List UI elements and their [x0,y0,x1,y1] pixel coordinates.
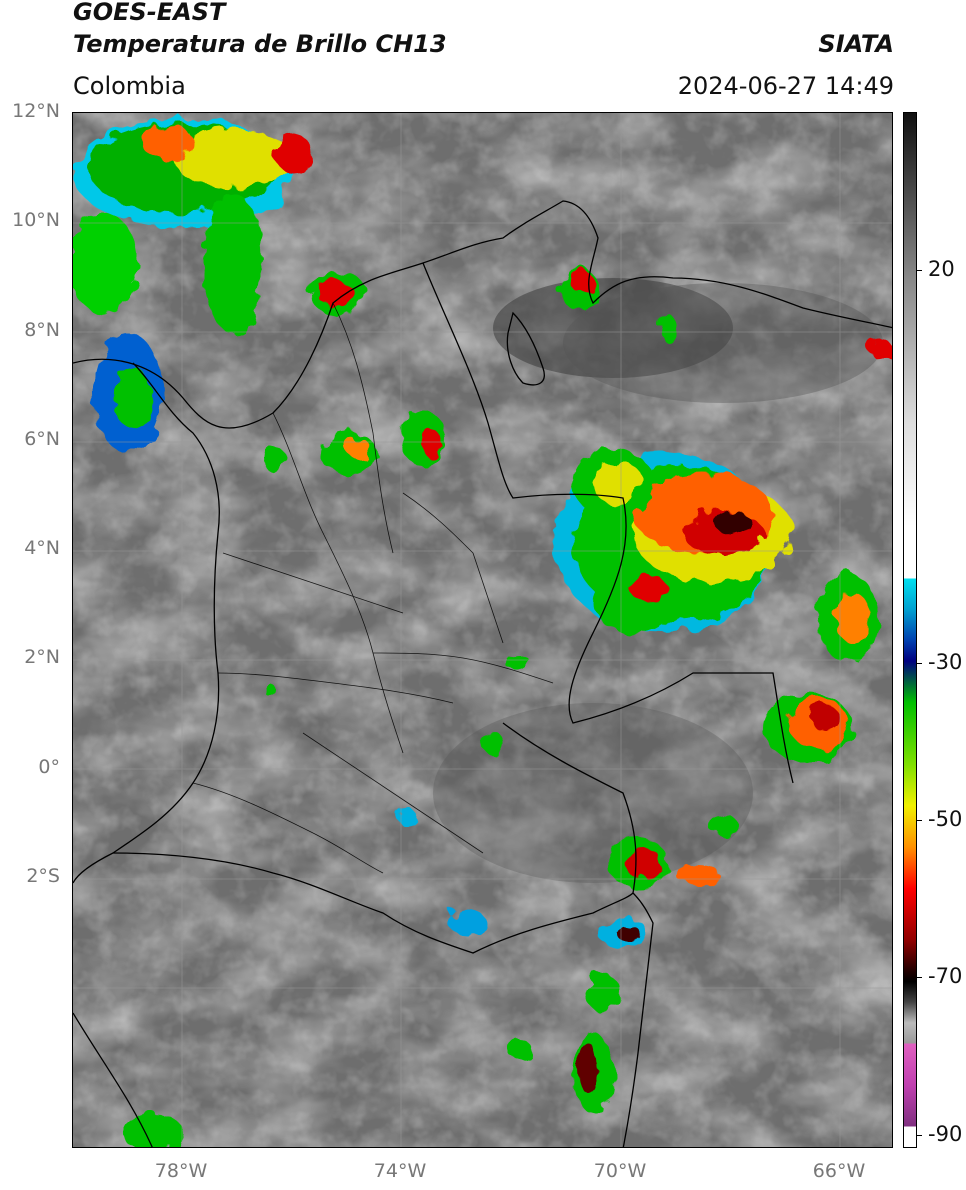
storm-caribbean-nw [73,118,311,333]
storm-scattered [262,268,892,835]
colorbar-label-minus50: -50 [928,807,963,831]
storm-magdalena [310,271,366,315]
lat-label-2s: 2°S [26,865,60,887]
lat-label-8n: 8°N [24,319,60,341]
border-colombia-ecuador-peru [112,852,634,954]
warm-region-llanos [433,703,753,883]
colorbar-tick [917,663,922,664]
lat-label-0: 0° [38,756,60,778]
colorbar [903,112,917,1148]
borders [73,200,892,1147]
lat-label-10n: 10°N [12,209,60,231]
region-label: Colombia [73,72,186,100]
colorbar-label-minus90: -90 [928,1122,963,1146]
colorbar-tick [917,1135,922,1136]
lon-label-66w: 66°W [812,1160,866,1182]
coastline-caribbean [73,200,892,429]
colorbar-label-20: 20 [928,257,955,281]
colorbar-label-minus70: -70 [928,964,963,988]
colorbar-tick [917,270,922,271]
datetime-label: 2024-06-27 14:49 [677,72,894,100]
department-borders [192,302,554,874]
lat-label-12n: 12°N [12,100,60,122]
colorbar-label-minus30: -30 [928,650,963,674]
graticule [73,113,892,1147]
lake-maracaibo [506,311,545,386]
warm-region-north [563,283,883,403]
lon-label-78w: 78°W [154,1160,208,1182]
storm-amazon [123,838,720,1147]
lat-label-4n: 4°N [24,537,60,559]
lat-label-2n: 2°N [24,646,60,668]
border-peru-brazil [73,1012,153,1147]
lon-label-70w: 70°W [593,1160,647,1182]
colorbar-tick [917,820,922,821]
border-colombia-brazil [502,722,654,1147]
lat-label-6n: 6°N [24,428,60,450]
source-label: SIATA [818,30,894,58]
coastline-pacific [73,362,220,884]
border-colombia-venezuela [422,262,794,784]
warm-region-venezuela [493,278,733,378]
lon-label-74w: 74°W [373,1160,427,1182]
storm-pacific-west [93,333,163,453]
colorbar-tick [917,977,922,978]
satellite-map[interactable] [72,112,893,1148]
satellite-title: GOES-EAST [73,0,226,26]
convective-cells [73,118,892,1147]
cloud-fine-texture [73,113,892,1147]
product-title: Temperatura de Brillo CH13 [73,30,447,58]
